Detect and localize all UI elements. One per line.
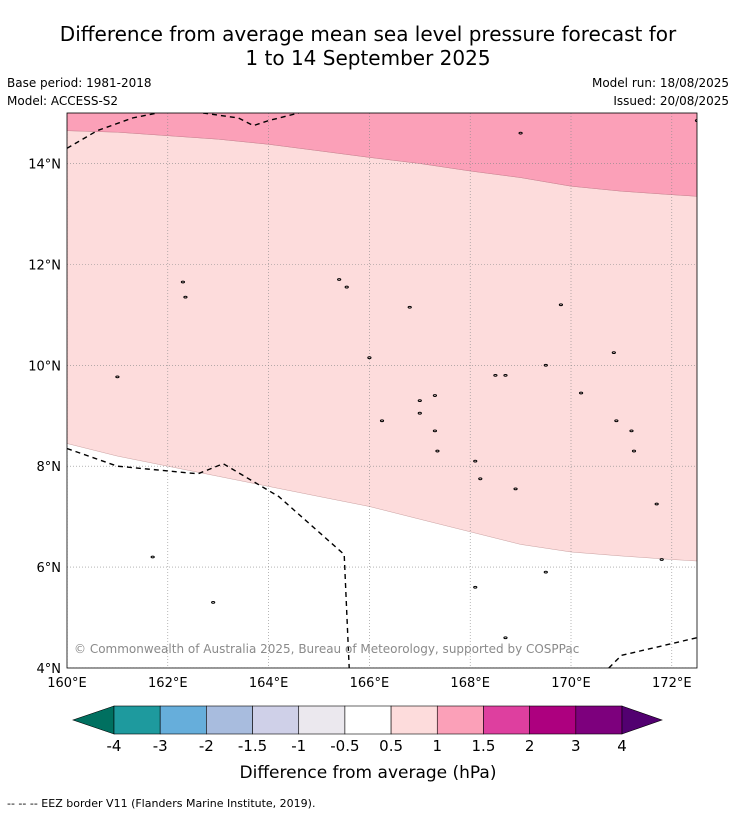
island [183, 295, 188, 299]
island [503, 636, 508, 640]
island [417, 411, 422, 415]
map-title-line1: Difference from average mean sea level p… [59, 22, 677, 46]
island [513, 487, 518, 491]
colorbar-tick-label: -0.5 [330, 737, 359, 755]
longitude-tick-label: 164°E [249, 676, 289, 691]
island [503, 373, 508, 377]
island [694, 119, 697, 122]
colorbar-tick-label: 1.5 [472, 737, 496, 755]
eez-legend-note: -- -- -- EEZ border V11 (Flanders Marine… [7, 797, 316, 810]
colorbar-segment [113, 705, 161, 735]
island [150, 555, 155, 559]
eez-borders [67, 113, 697, 668]
longitude-tick-label: 172°E [652, 676, 692, 691]
longitude-tick-labels: 160°E 162°E 164°E 166°E 168°E 170°E 172°E [47, 676, 691, 691]
island [611, 351, 616, 355]
colorbar-tick-label: 2 [525, 737, 535, 755]
colorbar-tick-label: 1 [432, 737, 442, 755]
model-run: Model run: 18/08/2025 [591, 76, 729, 90]
islands [115, 119, 697, 640]
issued-date: Issued: 20/08/2025 [613, 94, 729, 108]
island [180, 280, 186, 284]
island [407, 305, 412, 309]
colorbar-tick-label: -1 [291, 737, 306, 755]
colorbar-segment [298, 705, 346, 735]
latitude-tick-label: 4°N [37, 662, 62, 677]
colorbar-segment [252, 705, 300, 735]
latitude-tick-label: 6°N [37, 561, 62, 576]
latitude-tick-label: 12°N [28, 258, 61, 273]
island [558, 303, 564, 307]
island [518, 131, 523, 135]
island [543, 363, 548, 367]
colorbar-low-arrow [72, 705, 115, 735]
colorbar-segment [529, 705, 577, 735]
island [629, 429, 634, 433]
colorbar-segment [390, 705, 438, 735]
latitude-tick-labels: 4°N 6°N 8°N 10°N 12°N 14°N [28, 157, 61, 677]
map-title: Difference from average mean sea level p… [0, 22, 736, 70]
map-frame [66, 112, 698, 669]
colorbar: -4 -3 -2 -1.5 -1 -0.5 0.5 1 1.5 2 3 4 [72, 705, 663, 755]
island [631, 449, 637, 453]
island [432, 429, 438, 433]
island [473, 585, 478, 589]
colorbar-segment [575, 705, 623, 735]
colorbar-segment [483, 705, 530, 735]
copyright-text: © Commonwealth of Australia 2025, Bureau… [74, 642, 579, 656]
pressure-band-1-to-1-5 [67, 113, 697, 197]
island [337, 278, 342, 281]
colorbar-segment [159, 705, 207, 735]
island [473, 459, 478, 463]
colorbar-tick-label: 0.5 [379, 737, 403, 755]
latitude-tick-label: 10°N [28, 359, 61, 374]
island [435, 449, 440, 453]
island [659, 558, 664, 561]
island [115, 375, 120, 379]
island [367, 356, 372, 360]
model-name: Model: ACCESS-S2 [7, 94, 119, 108]
latitude-tick-label: 14°N [28, 157, 61, 172]
latitude-tick-label: 8°N [37, 460, 62, 475]
colorbar-segment [206, 705, 253, 735]
longitude-tick-label: 166°E [350, 676, 390, 691]
base-period: Base period: 1981-2018 [7, 76, 152, 90]
island [493, 373, 498, 377]
eez-border-line [67, 113, 158, 149]
colorbar-tick-label: -1.5 [238, 737, 267, 755]
island [614, 419, 619, 423]
colorbar-segment [436, 705, 484, 735]
graticule [67, 113, 697, 668]
map-title-line2: 1 to 14 September 2025 [245, 46, 491, 70]
colorbar-tick-label: -4 [107, 737, 122, 755]
colorbar-tick-label: 4 [617, 737, 627, 755]
colorbar-tick-label: 3 [571, 737, 581, 755]
island [379, 419, 385, 423]
longitude-tick-label: 162°E [148, 676, 188, 691]
island [543, 570, 548, 574]
map-plot-area: © Commonwealth of Australia 2025, Bureau… [67, 113, 697, 668]
island [211, 601, 216, 604]
longitude-tick-label: 160°E [47, 676, 87, 691]
island [654, 502, 659, 506]
island [478, 477, 483, 481]
colorbar-segment [344, 705, 392, 735]
colorbar-high-arrow [621, 705, 663, 735]
colorbar-tick-label: -2 [199, 737, 214, 755]
colorbar-tick-label: -3 [153, 737, 168, 755]
longitude-tick-label: 168°E [450, 676, 490, 691]
colorbar-title: Difference from average (hPa) [240, 763, 497, 783]
longitude-tick-label: 170°E [551, 676, 591, 691]
island [417, 399, 422, 402]
island [578, 391, 584, 395]
island [432, 394, 438, 397]
island [344, 285, 349, 289]
